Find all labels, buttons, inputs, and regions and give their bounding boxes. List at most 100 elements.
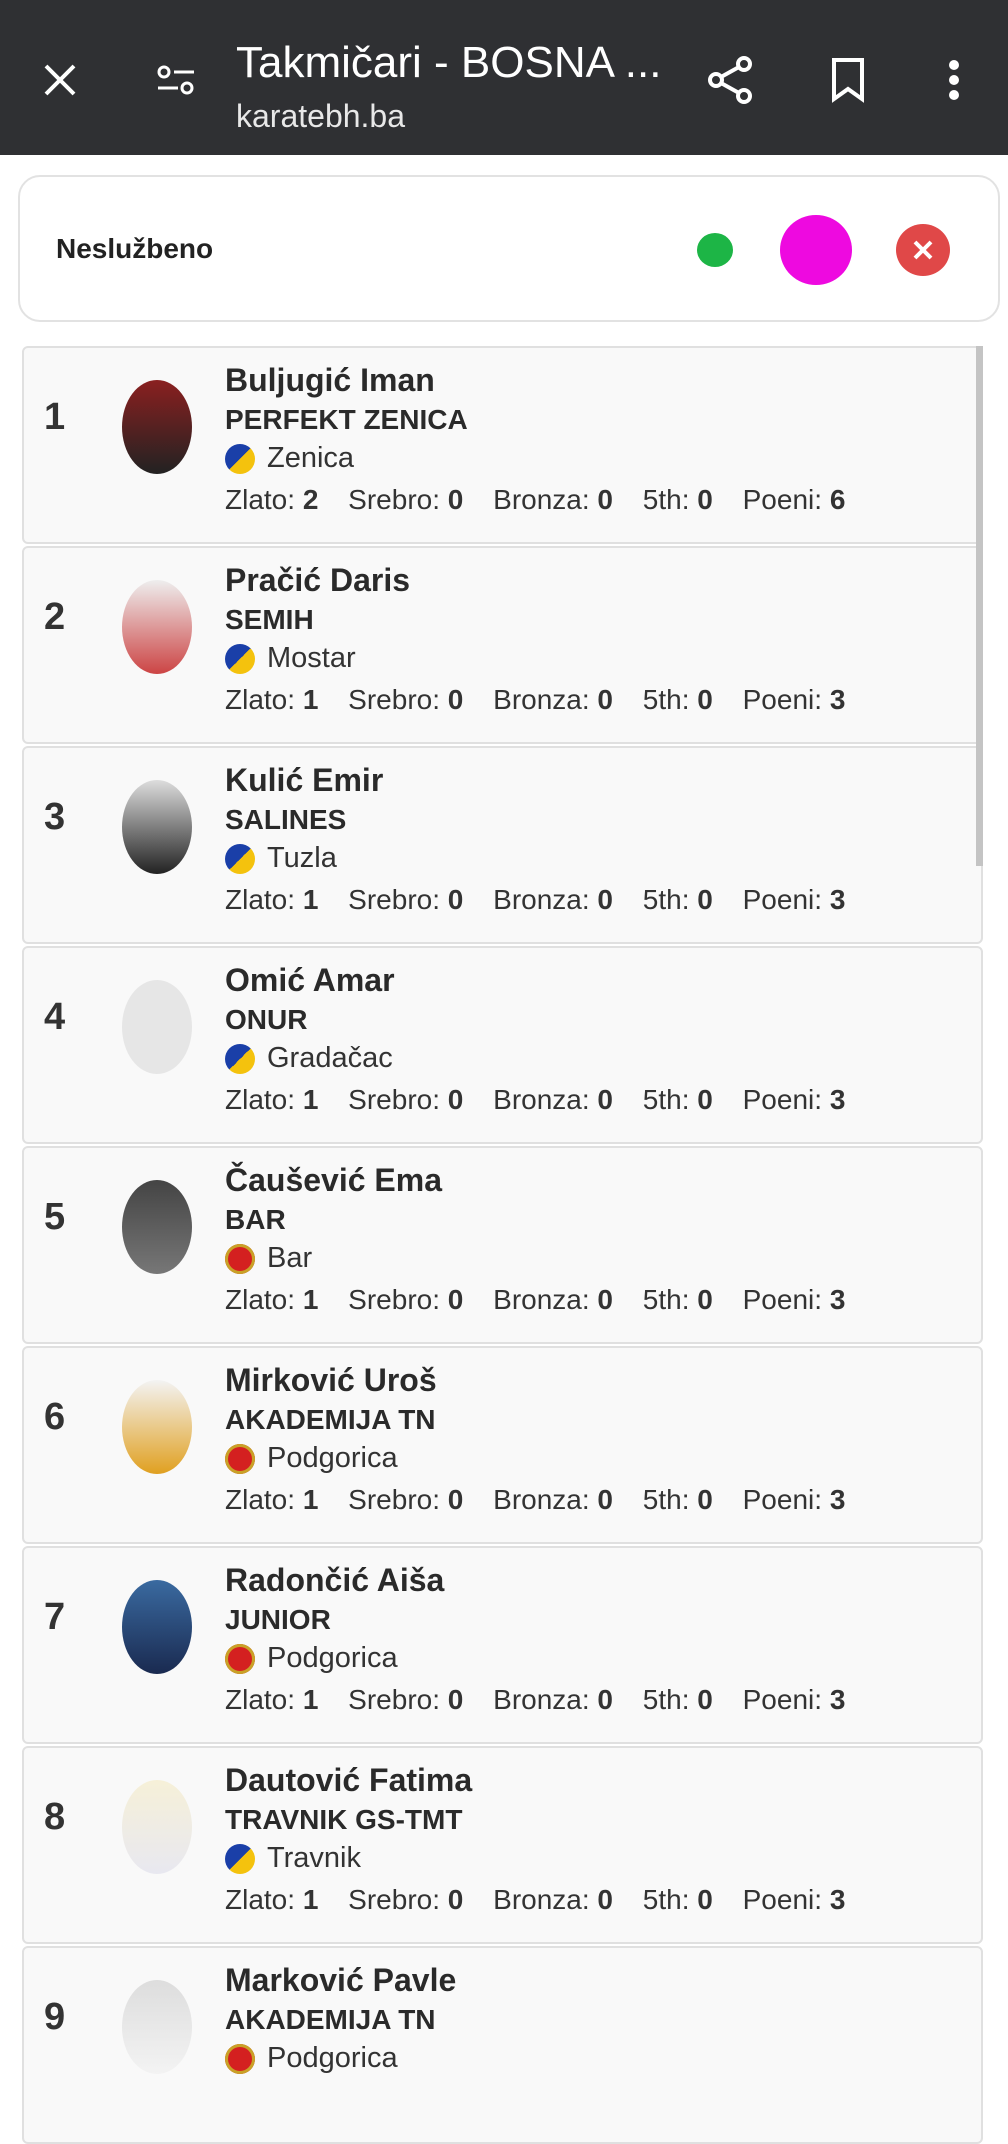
gold-count: 2 xyxy=(302,484,319,515)
flag-icon xyxy=(225,1243,255,1274)
competitor-name[interactable]: Kulić Emir xyxy=(225,762,384,798)
green-status-dot[interactable] xyxy=(697,233,733,267)
points-count: 3 xyxy=(829,684,846,715)
share-icon[interactable] xyxy=(700,50,760,110)
city: Podgorica xyxy=(225,2042,398,2075)
competitor-row[interactable]: 4 Omić Amar ONUR Gradačac Zlato: 1 Srebr… xyxy=(22,946,983,1144)
city-name: Mostar xyxy=(267,642,356,674)
magenta-status-dot[interactable] xyxy=(780,215,852,285)
competitor-name[interactable]: Čaušević Ema xyxy=(225,1162,443,1198)
city-name: Tuzla xyxy=(267,842,337,874)
silver-count: 0 xyxy=(447,1484,464,1515)
silver-count: 0 xyxy=(447,1684,464,1715)
competitor-row[interactable]: 6 Mirković Uroš AKADEMIJA TN Podgorica Z… xyxy=(22,1346,983,1544)
medal-stats: Zlato: 1 Srebro: 0 Bronza: 0 5th: 0 Poen… xyxy=(225,1884,867,1916)
city: Podgorica xyxy=(225,1442,398,1475)
competitor-name[interactable]: Marković Pavle xyxy=(225,1962,457,1998)
bronze-count: 0 xyxy=(597,1684,613,1715)
rank: 7 xyxy=(44,1596,66,1638)
city: Bar xyxy=(225,1242,312,1275)
gold-label: Zlato: xyxy=(225,1884,296,1915)
silver-label: Srebro: xyxy=(348,1484,440,1515)
gold-count: 1 xyxy=(302,1484,319,1515)
fifth-label: 5th: xyxy=(642,484,690,515)
bronze-count: 0 xyxy=(597,1884,613,1915)
medal-stats: Zlato: 1 Srebro: 0 Bronza: 0 5th: 0 Poen… xyxy=(225,1084,867,1116)
competitor-name[interactable]: Radončić Aiša xyxy=(225,1562,445,1598)
silver-count: 0 xyxy=(447,1884,464,1915)
competitor-name[interactable]: Omić Amar xyxy=(225,962,395,998)
tune-icon[interactable] xyxy=(146,50,206,110)
city-name: Podgorica xyxy=(267,1642,398,1674)
club-name: SEMIH xyxy=(225,604,314,635)
city-name: Podgorica xyxy=(267,1442,398,1474)
points-label: Poeni: xyxy=(742,884,823,915)
points-label: Poeni: xyxy=(742,684,823,715)
gold-label: Zlato: xyxy=(225,1684,296,1715)
medal-stats: Zlato: 1 Srebro: 0 Bronza: 0 5th: 0 Poen… xyxy=(225,1684,867,1716)
clear-icon[interactable] xyxy=(896,224,950,276)
points-count: 3 xyxy=(829,1884,846,1915)
avatar xyxy=(122,380,192,474)
points-label: Poeni: xyxy=(742,484,823,515)
club-name: AKADEMIJA TN xyxy=(225,2004,436,2035)
competitor-row[interactable]: 2 Pračić Daris SEMIH Mostar Zlato: 1 Sre… xyxy=(22,546,983,744)
bronze-count: 0 xyxy=(597,684,613,715)
bronze-count: 0 xyxy=(597,484,613,515)
city-name: Zenica xyxy=(267,442,355,474)
competitor-name[interactable]: Mirković Uroš xyxy=(225,1362,437,1398)
points-count: 3 xyxy=(829,1284,846,1315)
browser-toolbar: Takmičari - BOSNA ... karatebh.ba xyxy=(0,0,1008,155)
competitor-name[interactable]: Buljugić Iman xyxy=(225,362,435,398)
medal-stats: Zlato: 1 Srebro: 0 Bronza: 0 5th: 0 Poen… xyxy=(225,1284,867,1316)
city-name: Travnik xyxy=(267,1842,361,1874)
flag-icon xyxy=(225,843,255,874)
fifth-label: 5th: xyxy=(642,1884,690,1915)
city: Gradačac xyxy=(225,1042,393,1075)
competitor-row[interactable]: 7 Radončić Aiša JUNIOR Podgorica Zlato: … xyxy=(22,1546,983,1744)
club-name: AKADEMIJA TN xyxy=(225,1404,436,1435)
bronze-label: Bronza: xyxy=(493,1684,590,1715)
points-label: Poeni: xyxy=(742,1884,823,1915)
bronze-count: 0 xyxy=(597,1284,613,1315)
medal-stats: Zlato: 1 Srebro: 0 Bronza: 0 5th: 0 Poen… xyxy=(225,684,867,716)
competitor-row[interactable]: 8 Dautović Fatima TRAVNIK GS-TMT Travnik… xyxy=(22,1746,983,1944)
silver-label: Srebro: xyxy=(348,684,440,715)
competitor-row[interactable]: 5 Čaušević Ema BAR Bar Zlato: 1 Srebro: … xyxy=(22,1146,983,1344)
gold-count: 1 xyxy=(302,1084,319,1115)
more-vert-icon[interactable] xyxy=(924,50,984,110)
bronze-label: Bronza: xyxy=(493,1284,590,1315)
fifth-label: 5th: xyxy=(642,1684,690,1715)
flag-icon xyxy=(225,1643,255,1674)
fifth-count: 0 xyxy=(697,1684,713,1715)
scrollbar[interactable] xyxy=(976,346,983,866)
city: Mostar xyxy=(225,642,356,675)
competitor-name[interactable]: Pračić Daris xyxy=(225,562,411,598)
silver-count: 0 xyxy=(447,884,464,915)
competitor-row[interactable]: 3 Kulić Emir SALINES Tuzla Zlato: 1 Sreb… xyxy=(22,746,983,944)
rank: 5 xyxy=(44,1196,66,1238)
bookmark-icon[interactable] xyxy=(818,50,878,110)
status-card: Neslužbeno xyxy=(18,175,1000,322)
gold-label: Zlato: xyxy=(225,684,296,715)
competitor-row[interactable]: 1 Buljugić Iman PERFEKT ZENICA Zenica Zl… xyxy=(22,346,983,544)
bronze-count: 0 xyxy=(597,1084,613,1115)
flag-icon xyxy=(225,443,255,474)
points-count: 3 xyxy=(829,1684,846,1715)
points-count: 3 xyxy=(829,884,846,915)
close-icon[interactable] xyxy=(30,50,90,110)
flag-icon xyxy=(225,1043,255,1074)
competitor-row[interactable]: 9 Marković Pavle AKADEMIJA TN Podgorica xyxy=(22,1946,983,2144)
competitor-name[interactable]: Dautović Fatima xyxy=(225,1762,473,1798)
bronze-label: Bronza: xyxy=(493,484,590,515)
points-count: 3 xyxy=(829,1484,846,1515)
page-url[interactable]: karatebh.ba xyxy=(236,98,406,134)
club-name: SALINES xyxy=(225,804,347,835)
points-label: Poeni: xyxy=(742,1684,823,1715)
bronze-count: 0 xyxy=(597,884,613,915)
fifth-label: 5th: xyxy=(642,884,690,915)
gold-label: Zlato: xyxy=(225,1084,296,1115)
club-name: PERFEKT ZENICA xyxy=(225,404,468,435)
fifth-count: 0 xyxy=(697,1284,713,1315)
rank: 1 xyxy=(44,396,66,438)
